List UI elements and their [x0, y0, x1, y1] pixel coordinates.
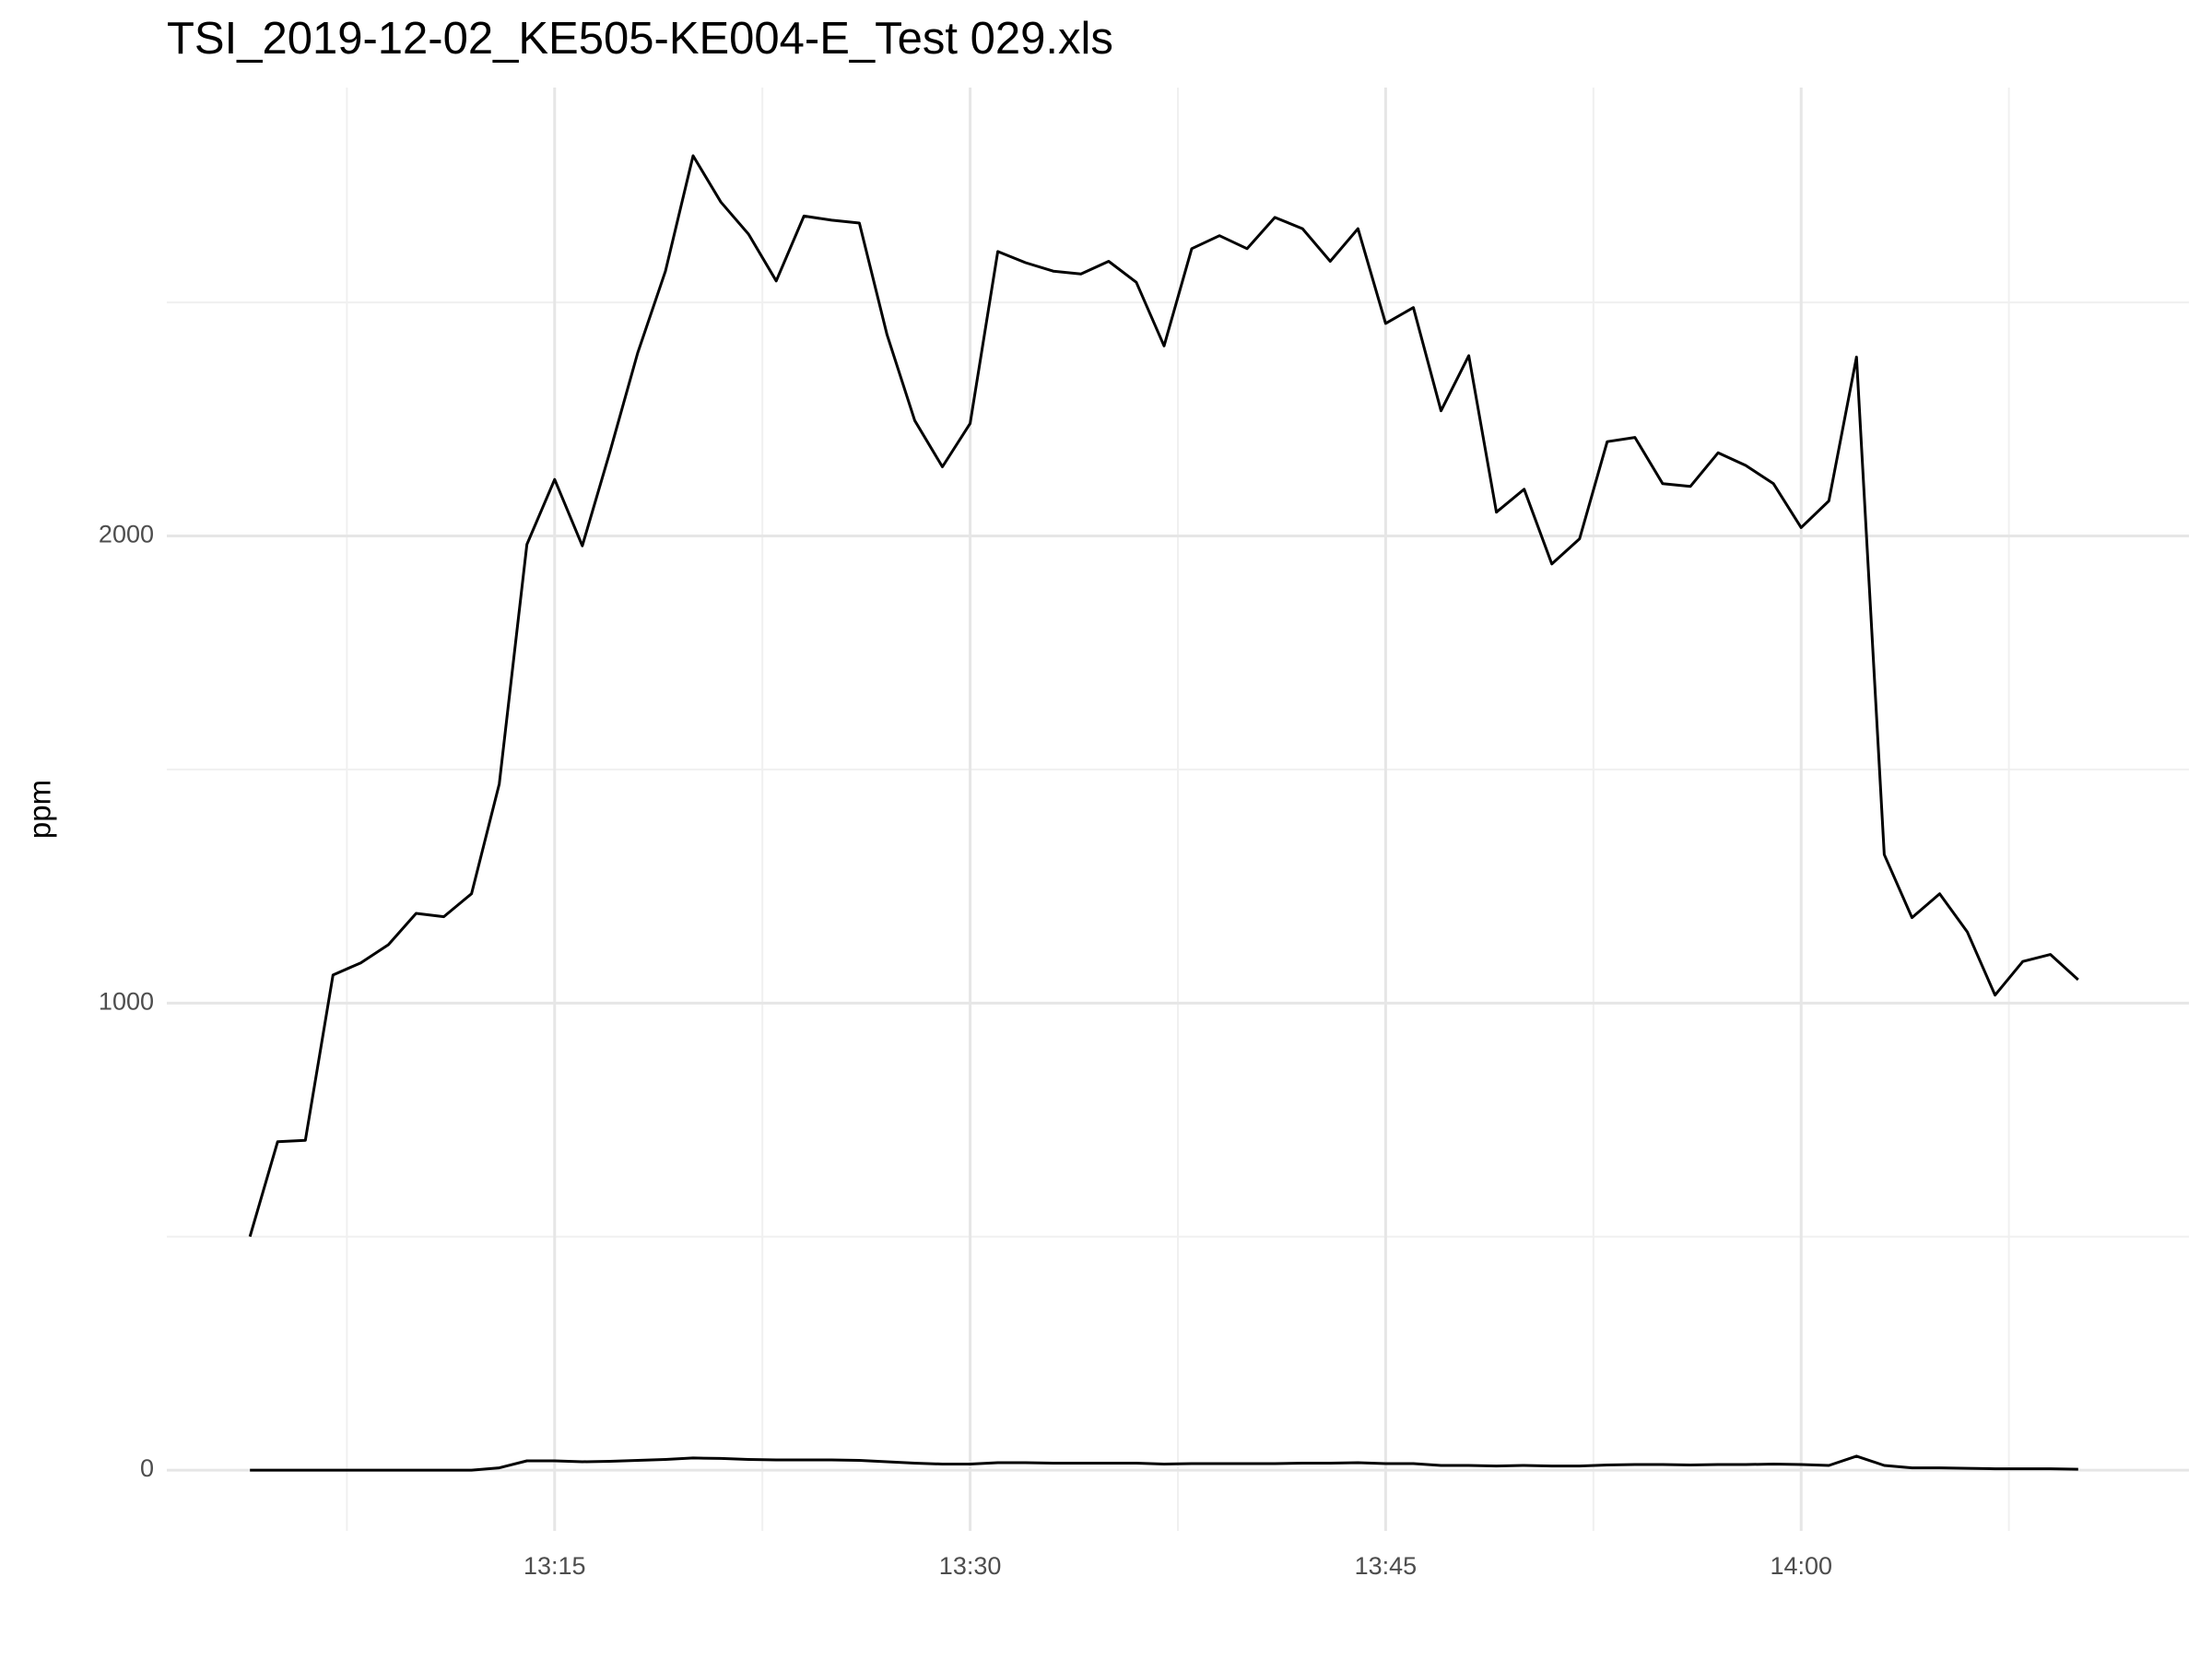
y-axis-title: ppm — [23, 780, 57, 839]
y-tick-label: 2000 — [99, 521, 154, 548]
x-tick-label: 14:00 — [1770, 1552, 1832, 1580]
x-tick-label: 13:15 — [524, 1552, 586, 1580]
x-tick-label: 13:45 — [1355, 1552, 1418, 1580]
y-tick-label: 1000 — [99, 987, 154, 1015]
x-tick-label: 13:30 — [939, 1552, 1002, 1580]
chart-title: TSI_2019-12-02_KE505-KE004-E_Test 029.xl… — [167, 14, 1113, 64]
y-tick-label: 0 — [140, 1454, 154, 1482]
data-line — [250, 1454, 2078, 1472]
data-line — [248, 154, 2079, 1238]
